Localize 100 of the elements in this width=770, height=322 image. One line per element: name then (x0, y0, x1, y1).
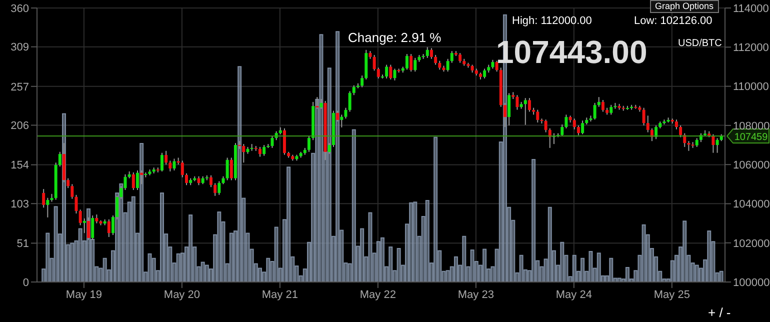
candlestick (230, 157, 233, 181)
candlestick (426, 46, 429, 58)
y-tick-label: 206 (10, 120, 29, 132)
bar (229, 232, 234, 282)
bar (715, 272, 720, 282)
y-tick-label: 257 (10, 81, 29, 94)
bar (135, 232, 140, 282)
bar (442, 270, 446, 282)
ref-line-label: 107459 (734, 132, 768, 144)
candlestick (674, 119, 678, 130)
bar (246, 232, 250, 282)
y-tick-label: 154 (10, 160, 29, 172)
bar (674, 254, 678, 282)
bar (140, 142, 144, 282)
candlestick (524, 98, 527, 126)
bar (682, 220, 687, 282)
bar (270, 260, 274, 282)
candlestick (430, 48, 433, 60)
bar (360, 228, 364, 282)
bar (670, 260, 674, 282)
candlestick (405, 53, 408, 70)
bar (519, 254, 524, 282)
candlestick (446, 58, 450, 72)
bar (711, 241, 716, 282)
bar (364, 256, 368, 282)
bar (392, 270, 397, 282)
candlestick (124, 174, 127, 191)
bar (311, 152, 316, 282)
bar (164, 234, 168, 282)
bar (450, 266, 454, 282)
bar (254, 263, 258, 282)
candlestick (458, 52, 462, 64)
bar (613, 278, 618, 282)
bar (621, 278, 626, 282)
y-tick-label: 309 (10, 42, 29, 54)
bar (609, 258, 614, 282)
bar (625, 267, 630, 282)
y-tick-label: 360 (10, 2, 29, 15)
candlestick (107, 218, 110, 238)
candlestick (46, 197, 50, 218)
annotation: Low: 102126.00 (634, 15, 712, 28)
y2-tick-label: 110000 (733, 81, 769, 94)
bar (192, 246, 197, 282)
bar (266, 258, 270, 282)
bar (552, 250, 556, 282)
candlestick (581, 120, 584, 135)
candlestick (320, 98, 323, 110)
candlestick (597, 96, 600, 108)
bar (686, 254, 691, 282)
bar (368, 212, 372, 282)
bar (278, 268, 282, 282)
candlestick (70, 184, 74, 200)
bar (225, 263, 230, 282)
bar (421, 216, 426, 282)
annotation: Graph Options (650, 0, 719, 13)
candlestick (508, 92, 511, 126)
candlestick (58, 151, 62, 168)
candlestick (116, 195, 119, 220)
bar (127, 202, 132, 282)
bar (233, 230, 238, 282)
bar (315, 98, 320, 282)
y2-tick-label: 100000 (733, 276, 770, 289)
bar (258, 268, 262, 282)
candlestick (679, 124, 682, 138)
bar (438, 250, 442, 282)
bar (507, 206, 512, 282)
bar (646, 234, 650, 282)
candlestick (82, 218, 86, 234)
bar (642, 224, 646, 282)
candlestick (572, 118, 576, 130)
candlestick (712, 134, 715, 154)
bar (703, 259, 708, 282)
bar (409, 202, 414, 282)
bar (486, 268, 491, 282)
bar (666, 278, 670, 282)
bar (556, 264, 560, 282)
y2-tick-label: 102000 (733, 238, 770, 250)
bar (596, 252, 601, 282)
candlestick (360, 75, 364, 88)
bar (634, 270, 638, 282)
bar (654, 256, 658, 282)
bar (372, 252, 376, 282)
candlestick (136, 170, 139, 191)
text: + / - (708, 305, 731, 321)
bar (306, 242, 311, 282)
bar (429, 262, 434, 282)
y-tick-label: 103 (10, 198, 29, 211)
bar (196, 266, 201, 282)
bar (478, 264, 482, 282)
x-tick-label: May 20 (164, 288, 200, 301)
bar (580, 258, 585, 282)
bar (572, 254, 576, 282)
candlestick (120, 186, 123, 200)
candlestick (238, 140, 242, 150)
y2-tick-label: 104000 (733, 198, 770, 211)
annotation: High: 112000.00 (512, 15, 592, 28)
y2-tick-label: 106000 (733, 159, 770, 172)
candlestick (414, 57, 417, 72)
bar (698, 268, 703, 282)
bar (106, 269, 111, 282)
